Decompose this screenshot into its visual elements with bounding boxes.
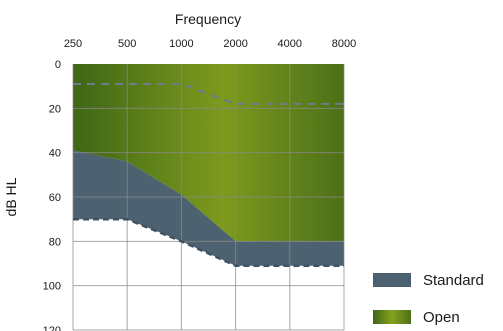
x-axis-title: Frequency: [175, 11, 241, 27]
legend-label: Open: [423, 309, 460, 326]
x-tick-label: 1000: [169, 38, 193, 50]
legend-item-open: Open: [373, 309, 460, 326]
y-tick-label: 40: [49, 148, 61, 160]
y-axis-title: dB HL: [3, 177, 19, 216]
y-tick-label: 20: [49, 103, 61, 115]
y-tick-label: 80: [49, 236, 61, 248]
y-tick-label: 100: [43, 281, 61, 293]
x-tick-label: 500: [118, 38, 136, 50]
legend-swatch: [373, 310, 411, 324]
legend-swatch: [373, 273, 411, 287]
y-tick-label: 60: [49, 192, 61, 204]
legend-label: Standard: [423, 272, 484, 289]
x-tick-label: 2000: [223, 38, 247, 50]
x-tick-label: 250: [64, 38, 82, 50]
standard-lower-dashed-line: [73, 217, 344, 267]
grid: [72, 64, 345, 331]
dashed-reference-line: [73, 83, 344, 105]
legend-item-standard: Standard: [373, 272, 484, 289]
x-tick-label: 8000: [332, 38, 356, 50]
y-tick-label: 0: [55, 59, 61, 71]
standard-area: [73, 150, 344, 266]
y-tick-label: 120: [43, 325, 61, 331]
x-tick-label: 4000: [278, 38, 302, 50]
